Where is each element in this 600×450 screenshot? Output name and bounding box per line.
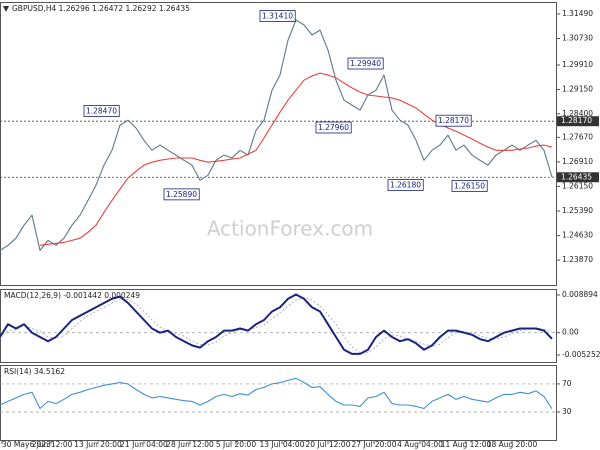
annotation-box	[163, 188, 200, 201]
annotation: 1.29940	[347, 57, 384, 70]
y-tick-label: 1.26910	[562, 157, 593, 166]
y-tick-label: 1.28400	[562, 109, 593, 118]
series-line	[0, 377, 553, 410]
annotation: 1.26150	[451, 180, 488, 192]
y-tick-label: 1.27670	[562, 132, 593, 141]
annotation-label: 1.29940	[350, 59, 381, 68]
annotation-box	[259, 10, 296, 22]
y-tick-label: 1.26150	[562, 181, 593, 190]
y-tick-label: -0.005252	[562, 350, 600, 359]
watermark: ActionForex.com	[207, 217, 373, 241]
annotation: 1.26180	[387, 179, 424, 191]
x-tick-label: 13 Jun 20:00	[74, 440, 122, 449]
x-tick-label: 11 Aug 12:00	[441, 440, 492, 449]
y-tick-label: 30	[562, 407, 572, 416]
x-tick-label: 4 Aug 04:00	[397, 440, 443, 449]
series-line	[0, 19, 553, 251]
annotation-label: 1.25890	[166, 190, 197, 199]
annotation-label: 1.28470	[86, 107, 117, 116]
annotation: 1.31410	[259, 10, 296, 22]
x-tick-label: 6 Jun 12:00	[30, 440, 73, 449]
y-tick-label: 1.29910	[562, 60, 593, 69]
annotation-label: 1.26180	[390, 180, 421, 189]
x-tick-label: 18 Aug 20:00	[487, 440, 538, 449]
annotation: 1.28470	[83, 105, 120, 117]
y-tick-label: 1.30730	[562, 34, 593, 43]
annotation-label: 1.31410	[262, 12, 293, 21]
annotation-box	[347, 57, 384, 70]
price-label-box	[557, 116, 599, 127]
price-label-box	[557, 172, 599, 183]
annotation-label: 1.27960	[318, 123, 349, 132]
annotation: 1.25890	[163, 188, 200, 201]
series-line	[39, 72, 553, 246]
y-tick-label: 70	[562, 379, 572, 388]
title-icon	[3, 6, 9, 12]
x-tick-label: 30 May 2023	[2, 440, 51, 449]
annotation-label: 1.28170	[438, 116, 469, 125]
annotation: 1.28170	[435, 114, 472, 127]
annotation-box	[83, 105, 120, 117]
y-tick-label: 1.31490	[562, 9, 593, 18]
annotation: 1.27960	[315, 121, 352, 134]
x-tick-label: 13 Jul 04:00	[260, 440, 305, 449]
annotation-box	[315, 121, 352, 134]
x-tick-label: 27 Jul 20:00	[352, 440, 397, 449]
series-line	[0, 293, 553, 355]
panel-frame	[0, 289, 557, 363]
y-tick-label: 1.23870	[562, 255, 593, 264]
annotation-label: 1.26150	[454, 181, 485, 190]
panel-title: GBPUSD,H4 1.26296 1.26472 1.26292 1.2643…	[12, 4, 190, 13]
annotation-box	[435, 114, 472, 127]
panel-frame	[0, 365, 557, 441]
panel-title: RSI(14) 34.5162	[4, 367, 65, 376]
y-tick-label: 0.008894	[562, 290, 598, 299]
x-tick-label: 28 Jun 12:00	[166, 440, 214, 449]
x-tick-label: 21 Jun 04:00	[120, 440, 168, 449]
annotation-box	[387, 179, 424, 191]
x-tick-label: 20 Jul 12:00	[306, 440, 351, 449]
x-tick-label: 5 Jul 20:00	[216, 440, 256, 449]
price-label: 1.28170	[561, 116, 592, 125]
y-tick-label: 1.25390	[562, 206, 593, 215]
y-tick-label: 1.29150	[562, 85, 593, 94]
y-tick-label: 1.24630	[562, 231, 593, 240]
panel-frame	[0, 2, 557, 286]
annotation-box	[451, 180, 488, 192]
price-label: 1.26435	[561, 172, 592, 181]
panel-title: MACD(12,26,9) -0.001442 0.000249	[4, 291, 140, 300]
y-tick-label: 0.00	[562, 328, 579, 337]
